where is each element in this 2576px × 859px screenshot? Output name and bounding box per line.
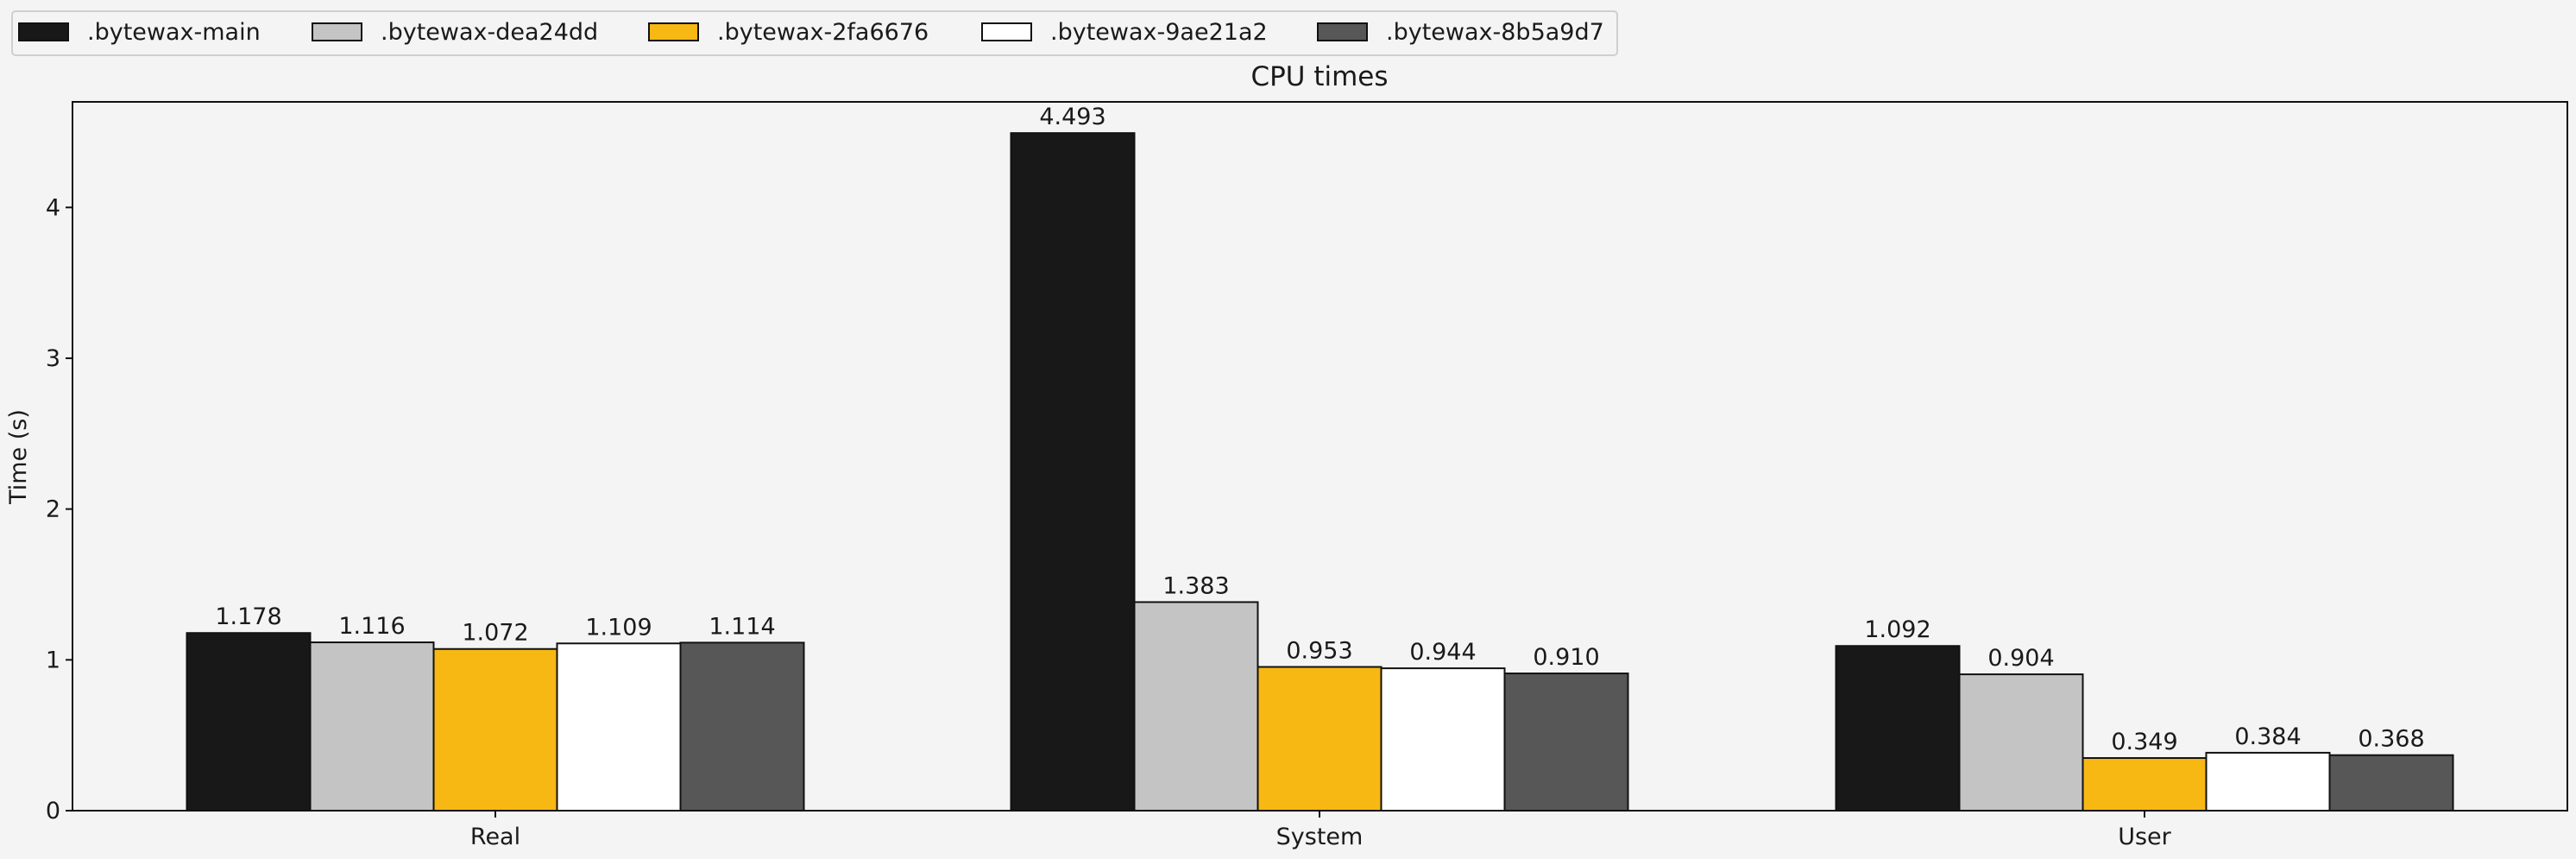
y-axis-label: Time (s) [5, 409, 32, 505]
data-label: 1.116 [338, 613, 405, 640]
data-label: 1.072 [462, 620, 528, 647]
data-label: 4.493 [1039, 104, 1105, 130]
bar [1257, 666, 1382, 812]
bar [2082, 757, 2208, 812]
data-label: 1.114 [709, 613, 775, 640]
data-label: 1.092 [1864, 616, 1930, 643]
data-label: 1.178 [215, 603, 281, 630]
bar [309, 641, 435, 812]
y-tick-label: 2 [46, 496, 60, 523]
bar [556, 642, 682, 812]
y-tick-label: 1 [46, 647, 60, 673]
data-label: 0.953 [1286, 638, 1352, 665]
legend-swatch [1317, 22, 1368, 41]
bar [186, 632, 312, 812]
data-label: 0.349 [2111, 729, 2177, 755]
data-label: 1.109 [585, 614, 652, 641]
data-label: 0.904 [1987, 645, 2054, 672]
legend-label: .bytewax-dea24dd [381, 19, 598, 46]
y-tick-label: 0 [46, 798, 60, 824]
legend-label: .bytewax-8b5a9d7 [1386, 19, 1604, 46]
chart-title: CPU times [1250, 61, 1388, 92]
legend-box [11, 10, 1618, 56]
bar [1835, 645, 1961, 812]
bar [1010, 132, 1136, 812]
legend-swatch [18, 22, 69, 41]
legend-label: .bytewax-main [87, 19, 261, 46]
bar [679, 641, 805, 812]
x-tick-label: User [2118, 824, 2171, 850]
bar [2328, 754, 2454, 812]
legend-swatch [312, 22, 362, 41]
data-label: 0.944 [1409, 639, 1476, 666]
data-label: 0.384 [2234, 723, 2301, 750]
legend-swatch [981, 22, 1032, 41]
legend: .bytewax-main .bytewax-dea24dd .bytewax-2f… [11, 10, 1618, 56]
data-label: 0.910 [1533, 644, 1599, 671]
data-label: 0.368 [2358, 726, 2424, 753]
data-label: 1.383 [1162, 572, 1229, 599]
bar [1380, 667, 1506, 812]
bar [1133, 601, 1259, 812]
x-tick-label: System [1276, 824, 1364, 850]
y-tick-label: 3 [46, 345, 60, 372]
legend-swatch [648, 22, 699, 41]
legend-label: .bytewax-9ae21a2 [1050, 19, 1268, 46]
x-tick-label: Real [470, 824, 520, 850]
legend-label: .bytewax-2fa6676 [717, 19, 929, 46]
bar [1958, 673, 2084, 812]
bar [432, 647, 558, 812]
bar [2205, 751, 2331, 812]
plot-area: 0 1 2 3 4 1.178 1.116 1.072 1.109 1.114 Real 4.493 1… [46, 101, 2568, 850]
y-tick-label: 4 [46, 194, 60, 221]
bar [1503, 673, 1629, 812]
